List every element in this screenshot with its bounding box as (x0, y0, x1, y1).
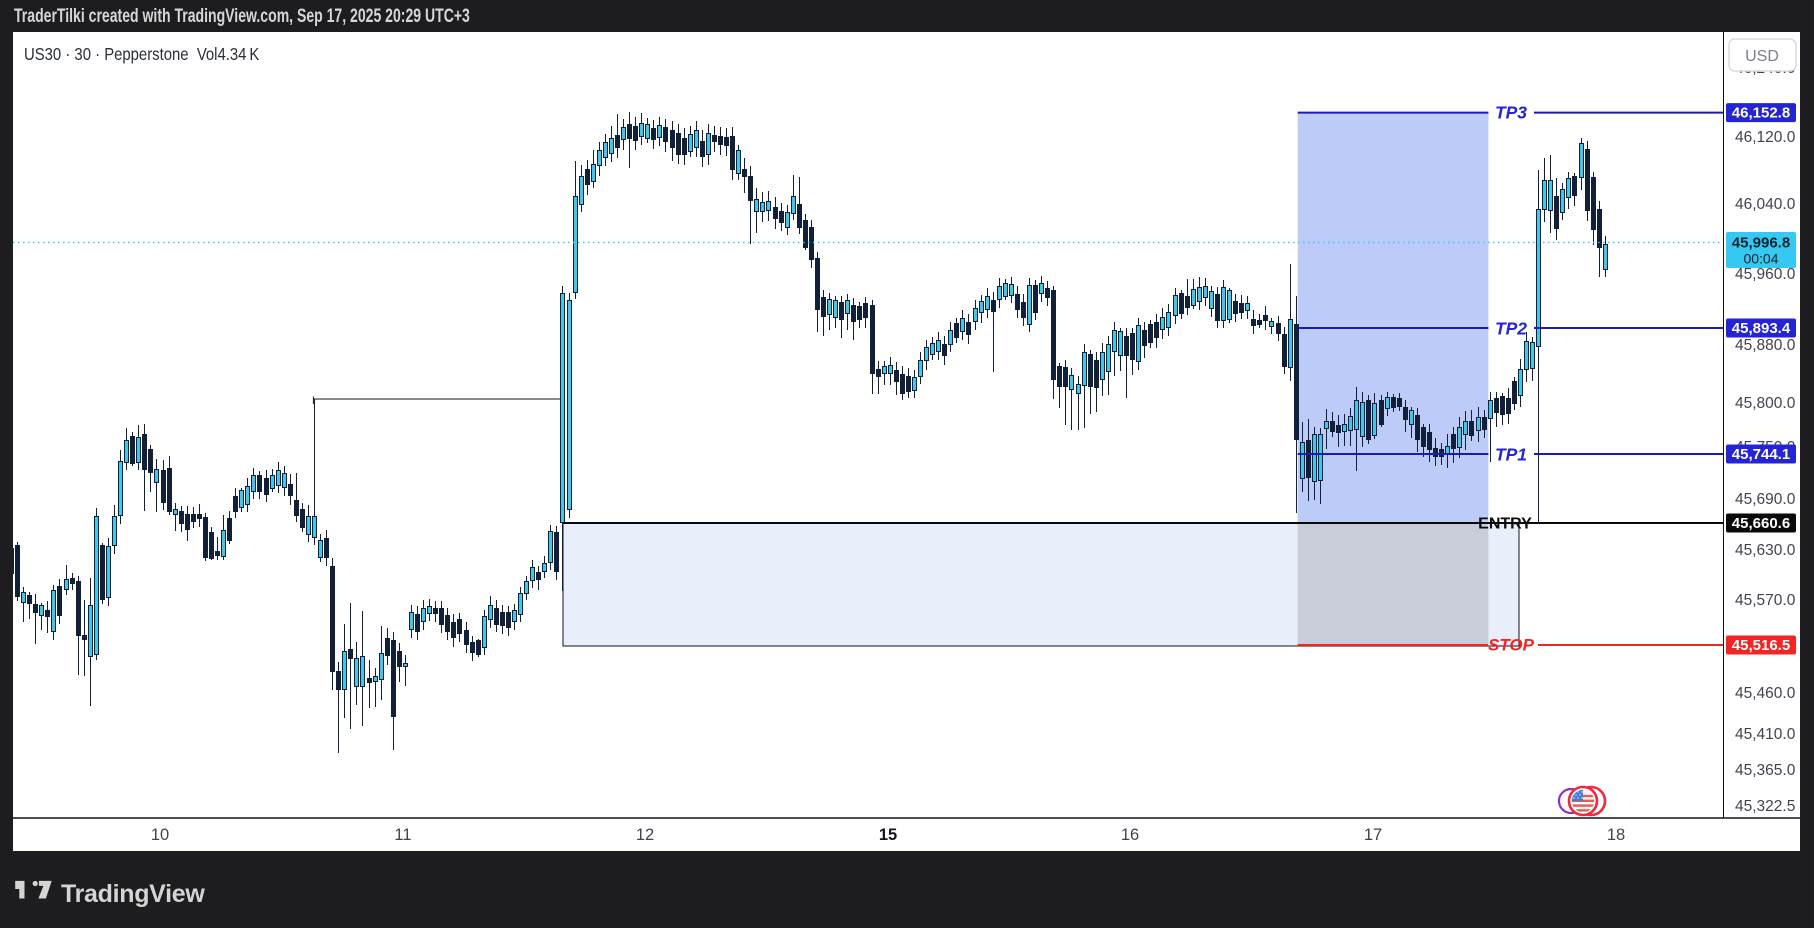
svg-text:17: 17 (1364, 826, 1382, 844)
svg-text:TP3: TP3 (1495, 103, 1527, 123)
svg-text:TP2: TP2 (1495, 319, 1527, 339)
svg-text:45,365.0: 45,365.0 (1735, 762, 1796, 779)
svg-text:45,660.6: 45,660.6 (1732, 515, 1790, 532)
svg-text:USD: USD (1745, 48, 1779, 65)
svg-text:45,960.0: 45,960.0 (1735, 266, 1796, 283)
svg-text:STOP: STOP (1488, 636, 1535, 655)
svg-text:46,120.0: 46,120.0 (1735, 129, 1796, 146)
svg-text:ENTRY: ENTRY (1478, 516, 1532, 533)
svg-text:45,893.4: 45,893.4 (1732, 320, 1791, 337)
svg-text:45,800.0: 45,800.0 (1735, 395, 1796, 412)
svg-text:45,880.0: 45,880.0 (1735, 337, 1796, 354)
svg-text:45,744.1: 45,744.1 (1732, 446, 1790, 463)
svg-text:45,460.0: 45,460.0 (1735, 685, 1796, 702)
svg-text:TP1: TP1 (1495, 445, 1527, 465)
svg-text:12: 12 (636, 826, 654, 844)
svg-text:45,410.0: 45,410.0 (1735, 726, 1796, 743)
svg-text:45,322.5: 45,322.5 (1735, 798, 1795, 815)
svg-text:15: 15 (879, 826, 897, 844)
svg-text:10: 10 (151, 826, 169, 844)
svg-text:46,152.8: 46,152.8 (1732, 105, 1790, 122)
svg-text:18: 18 (1607, 826, 1625, 844)
svg-text:45,516.5: 45,516.5 (1732, 637, 1790, 654)
svg-text:16: 16 (1121, 826, 1139, 844)
svg-text:45,630.0: 45,630.0 (1735, 542, 1796, 559)
svg-text:45,690.0: 45,690.0 (1735, 491, 1796, 508)
svg-text:11: 11 (394, 826, 411, 844)
svg-text:46,040.0: 46,040.0 (1735, 196, 1796, 213)
svg-text:45,996.8: 45,996.8 (1732, 235, 1790, 252)
svg-text:45,570.0: 45,570.0 (1735, 592, 1796, 609)
svg-text:00:04: 00:04 (1743, 251, 1778, 267)
